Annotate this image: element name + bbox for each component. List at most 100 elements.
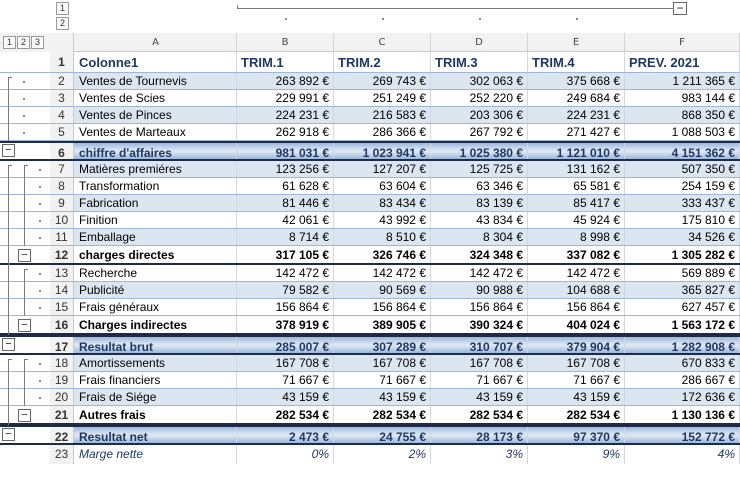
- value-cell[interactable]: 156 864 €: [237, 299, 334, 315]
- col-outline-level-2-button[interactable]: 2: [56, 17, 69, 30]
- value-cell[interactable]: 310 707 €: [431, 337, 528, 353]
- value-cell[interactable]: 71 667 €: [431, 372, 528, 388]
- value-cell[interactable]: 224 231 €: [237, 107, 334, 123]
- value-cell[interactable]: 123 256 €: [237, 161, 334, 177]
- row-label-cell[interactable]: Frais de Siége: [75, 389, 237, 405]
- value-cell[interactable]: 337 082 €: [528, 246, 625, 263]
- column-title-cell[interactable]: TRIM.3: [431, 52, 528, 72]
- column-title-cell[interactable]: TRIM.2: [334, 52, 431, 72]
- value-cell[interactable]: 28 173 €: [431, 427, 528, 443]
- value-cell[interactable]: 85 417 €: [528, 195, 625, 211]
- value-cell[interactable]: 175 810 €: [625, 212, 740, 228]
- value-cell[interactable]: 167 708 €: [334, 355, 431, 371]
- value-cell[interactable]: 90 569 €: [334, 282, 431, 298]
- value-cell[interactable]: 8 510 €: [334, 229, 431, 245]
- row-group-collapse-button[interactable]: −: [2, 144, 15, 157]
- value-cell[interactable]: 254 159 €: [625, 178, 740, 194]
- column-header-c[interactable]: C: [334, 33, 431, 52]
- value-cell[interactable]: 4 151 362 €: [625, 143, 740, 159]
- value-cell[interactable]: 43 159 €: [334, 389, 431, 405]
- row-label-cell[interactable]: Resultat brut: [75, 337, 237, 353]
- value-cell[interactable]: 262 918 €: [237, 124, 334, 140]
- row-header[interactable]: 21: [50, 406, 74, 423]
- row-label-cell[interactable]: Marge nette: [75, 445, 237, 464]
- value-cell[interactable]: 1 563 172 €: [625, 316, 740, 333]
- column-title-cell[interactable]: TRIM.4: [528, 52, 625, 72]
- value-cell[interactable]: 1 025 380 €: [431, 143, 528, 159]
- row-label-cell[interactable]: Transformation: [75, 178, 237, 194]
- value-cell[interactable]: 282 534 €: [431, 406, 528, 423]
- row-label-cell[interactable]: Colonne1: [75, 52, 237, 72]
- value-cell[interactable]: 83 139 €: [431, 195, 528, 211]
- row-header[interactable]: 14: [50, 282, 74, 298]
- value-cell[interactable]: 263 892 €: [237, 73, 334, 89]
- column-title-cell[interactable]: PREV. 2021: [625, 52, 740, 72]
- value-cell[interactable]: 282 534 €: [334, 406, 431, 423]
- value-cell[interactable]: 63 346 €: [431, 178, 528, 194]
- value-cell[interactable]: 90 988 €: [431, 282, 528, 298]
- value-cell[interactable]: 71 667 €: [334, 372, 431, 388]
- value-cell[interactable]: 0%: [237, 445, 334, 464]
- row-header[interactable]: 15: [50, 299, 74, 315]
- value-cell[interactable]: 63 604 €: [334, 178, 431, 194]
- row-header[interactable]: 7: [50, 161, 74, 177]
- row-label-cell[interactable]: Ventes de Marteaux: [75, 124, 237, 140]
- value-cell[interactable]: 125 725 €: [431, 161, 528, 177]
- value-cell[interactable]: 8 998 €: [528, 229, 625, 245]
- row-label-cell[interactable]: chiffre d'affaires: [75, 143, 237, 159]
- row-header[interactable]: 23: [50, 445, 74, 464]
- value-cell[interactable]: 167 708 €: [431, 355, 528, 371]
- value-cell[interactable]: 1 130 136 €: [625, 406, 740, 423]
- row-label-cell[interactable]: Emballage: [75, 229, 237, 245]
- value-cell[interactable]: 156 864 €: [528, 299, 625, 315]
- value-cell[interactable]: 507 350 €: [625, 161, 740, 177]
- row-subgroup-collapse-button[interactable]: −: [18, 408, 31, 422]
- value-cell[interactable]: 983 144 €: [625, 90, 740, 106]
- value-cell[interactable]: 389 905 €: [334, 316, 431, 333]
- value-cell[interactable]: 3%: [431, 445, 528, 464]
- value-cell[interactable]: 333 437 €: [625, 195, 740, 211]
- value-cell[interactable]: 216 583 €: [334, 107, 431, 123]
- value-cell[interactable]: 203 306 €: [431, 107, 528, 123]
- row-header[interactable]: 18: [50, 355, 74, 371]
- value-cell[interactable]: 9%: [528, 445, 625, 464]
- value-cell[interactable]: 2 473 €: [237, 427, 334, 443]
- value-cell[interactable]: 172 636 €: [625, 389, 740, 405]
- row-header[interactable]: 1: [50, 52, 74, 72]
- value-cell[interactable]: 43 992 €: [334, 212, 431, 228]
- row-header[interactable]: 22: [50, 427, 74, 444]
- value-cell[interactable]: 8 304 €: [431, 229, 528, 245]
- value-cell[interactable]: 71 667 €: [528, 372, 625, 388]
- row-header[interactable]: 13: [50, 265, 74, 281]
- value-cell[interactable]: 285 007 €: [237, 337, 334, 353]
- value-cell[interactable]: 43 159 €: [528, 389, 625, 405]
- row-group-collapse-button[interactable]: −: [2, 338, 15, 351]
- value-cell[interactable]: 627 457 €: [625, 299, 740, 315]
- value-cell[interactable]: 152 772 €: [625, 427, 740, 443]
- value-cell[interactable]: 167 708 €: [528, 355, 625, 371]
- row-label-cell[interactable]: Frais généraux: [75, 299, 237, 315]
- col-outline-level-1-button[interactable]: 1: [56, 2, 69, 15]
- value-cell[interactable]: 981 031 €: [237, 143, 334, 159]
- row-outline-level-3-button[interactable]: 3: [31, 36, 44, 49]
- value-cell[interactable]: 670 833 €: [625, 355, 740, 371]
- value-cell[interactable]: 61 628 €: [237, 178, 334, 194]
- row-outline-level-1-button[interactable]: 1: [3, 36, 16, 49]
- row-label-cell[interactable]: Frais financiers: [75, 372, 237, 388]
- value-cell[interactable]: 390 324 €: [431, 316, 528, 333]
- value-cell[interactable]: 326 746 €: [334, 246, 431, 263]
- row-header[interactable]: 11: [50, 229, 74, 245]
- row-label-cell[interactable]: Resultat net: [75, 427, 237, 443]
- value-cell[interactable]: 43 159 €: [431, 389, 528, 405]
- row-label-cell[interactable]: Finition: [75, 212, 237, 228]
- value-cell[interactable]: 251 249 €: [334, 90, 431, 106]
- row-label-cell[interactable]: Recherche: [75, 265, 237, 281]
- row-label-cell[interactable]: charges directes: [75, 246, 237, 263]
- value-cell[interactable]: 252 220 €: [431, 90, 528, 106]
- row-label-cell[interactable]: Publicité: [75, 282, 237, 298]
- value-cell[interactable]: 286 667 €: [625, 372, 740, 388]
- value-cell[interactable]: 1 305 282 €: [625, 246, 740, 263]
- row-outline-level-2-button[interactable]: 2: [17, 36, 30, 49]
- row-header[interactable]: 3: [50, 90, 74, 106]
- row-header[interactable]: 4: [50, 107, 74, 123]
